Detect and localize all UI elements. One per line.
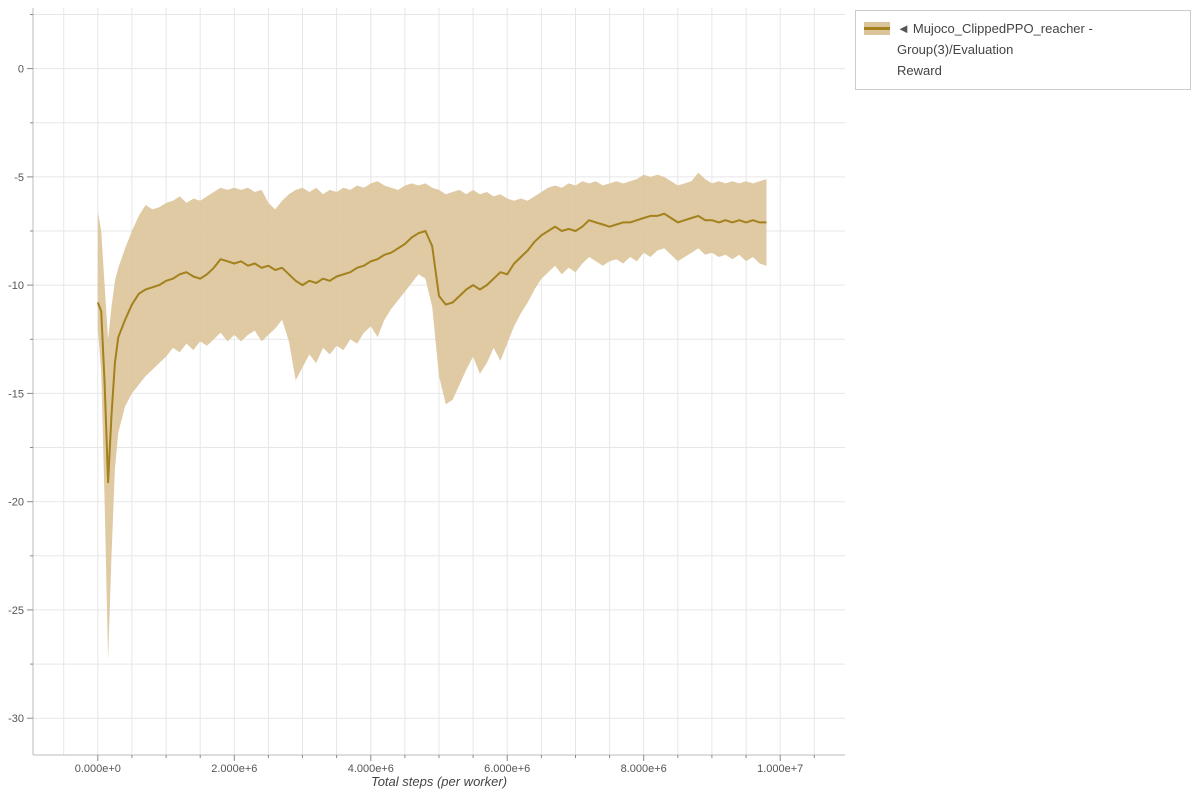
series-swatch-icon xyxy=(864,22,890,35)
series-swatch-line xyxy=(864,27,890,30)
x-tick-label: 0.000e+0 xyxy=(75,763,121,775)
x-tick-label: 4.000e+6 xyxy=(348,763,394,775)
legend-text: ◄ Mujoco_ClippedPPO_reacher - Group(3)/Ev… xyxy=(897,19,1182,81)
y-tick-label: -15 xyxy=(8,388,24,400)
x-tick-label: 8.000e+6 xyxy=(621,763,667,775)
y-tick-label: -10 xyxy=(8,280,24,292)
legend-line-1: ◄ Mujoco_ClippedPPO_reacher - Group(3)/Ev… xyxy=(897,19,1182,61)
x-tick-label: 6.000e+6 xyxy=(484,763,530,775)
legend-label: Mujoco_ClippedPPO_reacher - Group(3)/Eva… xyxy=(897,21,1093,57)
legend-item-evaluation-reward[interactable]: ◄ Mujoco_ClippedPPO_reacher - Group(3)/Ev… xyxy=(864,19,1182,81)
series-band xyxy=(97,172,767,660)
x-tick-label: 2.000e+6 xyxy=(211,763,257,775)
y-tick-label: -5 xyxy=(14,172,24,184)
y-tick-label: -30 xyxy=(8,713,24,725)
y-tick-label: -25 xyxy=(8,605,24,617)
legend-line-2: Reward xyxy=(897,62,942,78)
x-axis-label: Total steps (per worker) xyxy=(370,774,508,789)
y-tick-label: -20 xyxy=(8,497,24,509)
series-line xyxy=(96,212,767,484)
y-tick-label: 0 xyxy=(18,64,24,76)
x-tick-label: 1.000e+7 xyxy=(757,763,803,775)
legend: ◄ Mujoco_ClippedPPO_reacher - Group(3)/Ev… xyxy=(855,10,1191,91)
legend-collapse-icon: ◄ xyxy=(897,21,910,36)
